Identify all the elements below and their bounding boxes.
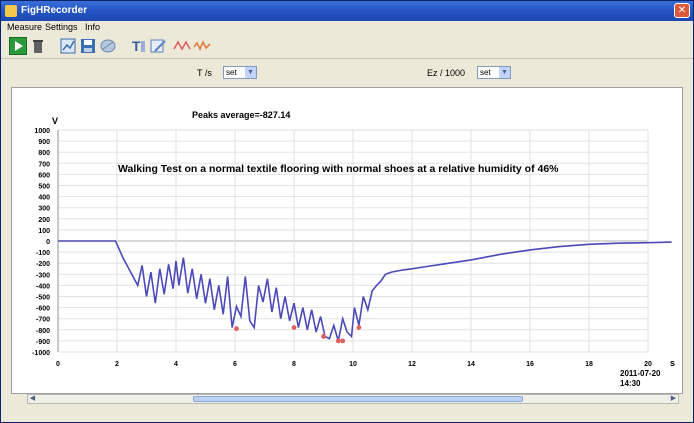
timestamp-date: 2011-07-20 [620, 369, 661, 378]
scroll-left-icon[interactable]: ◀ [29, 395, 36, 402]
y-tick-label: 300 [38, 206, 50, 213]
y-tick-label: -500 [36, 295, 50, 302]
x-scale-value: set [226, 68, 237, 77]
y-scale-value: set [480, 68, 491, 77]
window-title: FigHRecorder [21, 5, 88, 16]
peak-marker [335, 338, 341, 344]
x-tick-label: 10 [349, 361, 357, 368]
peaks-average-annotation: Peaks average=-827.14 [192, 110, 290, 120]
y-tick-label: -1000 [32, 350, 50, 357]
start-button[interactable] [9, 37, 27, 55]
text-icon: T [132, 38, 145, 54]
y-tick-label: 0 [46, 239, 50, 246]
x-tick-label: 8 [292, 361, 296, 368]
chart-icon [60, 38, 76, 54]
x-axis-label: s [670, 358, 675, 368]
menu-measure[interactable]: Measure [7, 22, 43, 32]
x-tick-label: 18 [585, 361, 593, 368]
print-icon [100, 39, 116, 53]
y-tick-label: 800 [38, 150, 50, 157]
delete-button[interactable] [29, 37, 47, 55]
chart-title: Walking Test on a normal textile floorin… [118, 163, 559, 175]
y-scale-label: Ez / 1000 [427, 68, 466, 78]
close-icon: ✕ [677, 5, 687, 16]
chevron-down-icon: ▼ [245, 67, 256, 78]
chart-grid [57, 129, 649, 353]
peak-marker [321, 334, 326, 339]
peak-line-icon [173, 40, 191, 51]
x-tick-label: 14 [467, 361, 475, 368]
x-tick-label: 2 [115, 361, 119, 368]
y-tick-label: -900 [36, 339, 50, 346]
title-bar: FigHRecorder ✕ [1, 1, 693, 21]
save-button[interactable] [79, 37, 97, 55]
x-tick-label: 16 [526, 361, 534, 368]
save-icon [81, 39, 95, 53]
x-tick-labels: 0 2 4 6 8 10 12 14 16 18 20 [56, 361, 652, 368]
menu-settings[interactable]: Settings [45, 22, 78, 32]
x-tick-label: 12 [408, 361, 416, 368]
y-tick-label: 600 [38, 172, 50, 179]
y-tick-label: -700 [36, 317, 50, 324]
y-tick-label: 1000 [34, 128, 50, 135]
peak-marker [340, 338, 346, 344]
wave-icon [193, 40, 211, 51]
y-tick-labels: 10009008007006005004003002001000-100-200… [32, 128, 50, 357]
x-tick-label: 4 [174, 361, 178, 368]
scale-controls: T /s set ▼ Ez / 1000 set ▼ [1, 63, 693, 83]
peak-markers [234, 325, 362, 344]
plot-panel: 1000 900 800 700 600 500 400 300 200 100 0 -100 -200… [11, 87, 683, 394]
y-axis-label: V [52, 116, 58, 126]
y-tick-label: -400 [36, 283, 50, 290]
chevron-down-icon: ▼ [499, 67, 510, 78]
trash-icon [33, 40, 43, 53]
scroll-thumb[interactable] [193, 396, 523, 402]
scroll-right-icon[interactable]: ▶ [670, 395, 677, 402]
y-scale-select[interactable]: set ▼ [477, 66, 511, 79]
timestamp-time: 14:30 [620, 379, 641, 388]
app-icon [5, 5, 17, 17]
menu-info[interactable]: Info [85, 22, 101, 32]
peak-marker [291, 325, 297, 330]
x-scale-label: T /s [197, 68, 212, 78]
y-tick-label: -800 [36, 328, 50, 335]
edit-icon [150, 39, 166, 53]
y-tick-label: -300 [36, 272, 50, 279]
start-icon [15, 41, 23, 51]
peak-marker [356, 325, 362, 330]
svg-text:T: T [132, 38, 141, 54]
y-tick-label: 700 [38, 161, 50, 168]
x-tick-label: 6 [233, 361, 237, 368]
y-tick-label: -200 [36, 261, 50, 268]
series-line [58, 240, 672, 342]
edit-button[interactable] [149, 37, 167, 55]
x-scale-select[interactable]: set ▼ [223, 66, 257, 79]
y-tick-label: 400 [38, 195, 50, 202]
print-button[interactable] [99, 37, 117, 55]
y-tick-label: 500 [38, 184, 50, 191]
peak-line-button[interactable] [173, 37, 191, 55]
horizontal-scrollbar[interactable]: ◀ ▶ [27, 394, 679, 404]
toolbar: T [1, 34, 693, 59]
y-tick-label: 200 [38, 217, 50, 224]
text-button[interactable]: T [129, 37, 147, 55]
x-tick-label: 0 [56, 361, 60, 368]
y-tick-label: -600 [36, 306, 50, 313]
y-tick-label: -100 [36, 250, 50, 257]
y-tick-label: 100 [38, 228, 50, 235]
wave-button[interactable] [193, 37, 211, 55]
y-tick-label: 900 [38, 139, 50, 146]
line-chart: 10009008007006005004003002001000-100-200… [32, 110, 675, 388]
close-button[interactable]: ✕ [674, 3, 690, 18]
x-tick-label: 20 [644, 361, 652, 368]
chart-button[interactable] [59, 37, 77, 55]
peak-marker [234, 326, 239, 332]
menu-bar: Measure Settings Info [1, 21, 693, 34]
